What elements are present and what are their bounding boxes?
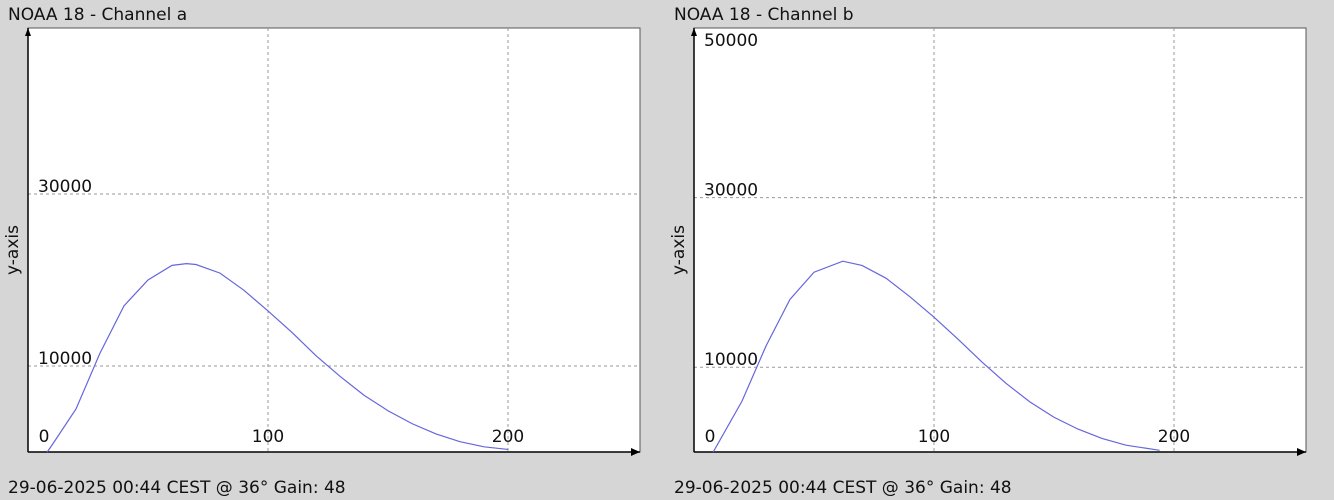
- plot-area: [693, 27, 1307, 453]
- x-axis-arrow: [1297, 448, 1306, 456]
- chart-title: NOAA 18 - Channel b: [674, 5, 854, 25]
- x-tick-label: 0: [39, 427, 50, 447]
- data-line: [46, 263, 509, 453]
- y-axis-label: y-axis: [3, 225, 23, 275]
- y-tick-label: 10000: [38, 349, 92, 369]
- plot-area: [27, 27, 641, 453]
- footer: 29-06-2025 00:44 CEST @ 36° Gain: 48: [8, 478, 346, 498]
- y-axis-label: y-axis: [669, 225, 689, 275]
- x-tick-label: 200: [1158, 427, 1190, 447]
- y-axis-arrow: [691, 28, 697, 36]
- x-tick-label: 100: [918, 427, 950, 447]
- x-tick-label: 0: [705, 427, 716, 447]
- data-line: [712, 260, 1160, 453]
- x-tick-label: 200: [492, 427, 524, 447]
- y-tick-label: 10000: [704, 350, 758, 370]
- chart-title: NOAA 18 - Channel a: [8, 5, 187, 25]
- x-axis-arrow: [631, 448, 640, 456]
- y-tick-label: 30000: [38, 177, 92, 197]
- y-tick-label: 50000: [704, 31, 758, 51]
- footer: 29-06-2025 00:44 CEST @ 36° Gain: 48: [674, 478, 1012, 498]
- x-tick-label: 100: [252, 427, 284, 447]
- y-tick-label: 30000: [704, 181, 758, 201]
- y-axis-arrow: [25, 28, 31, 36]
